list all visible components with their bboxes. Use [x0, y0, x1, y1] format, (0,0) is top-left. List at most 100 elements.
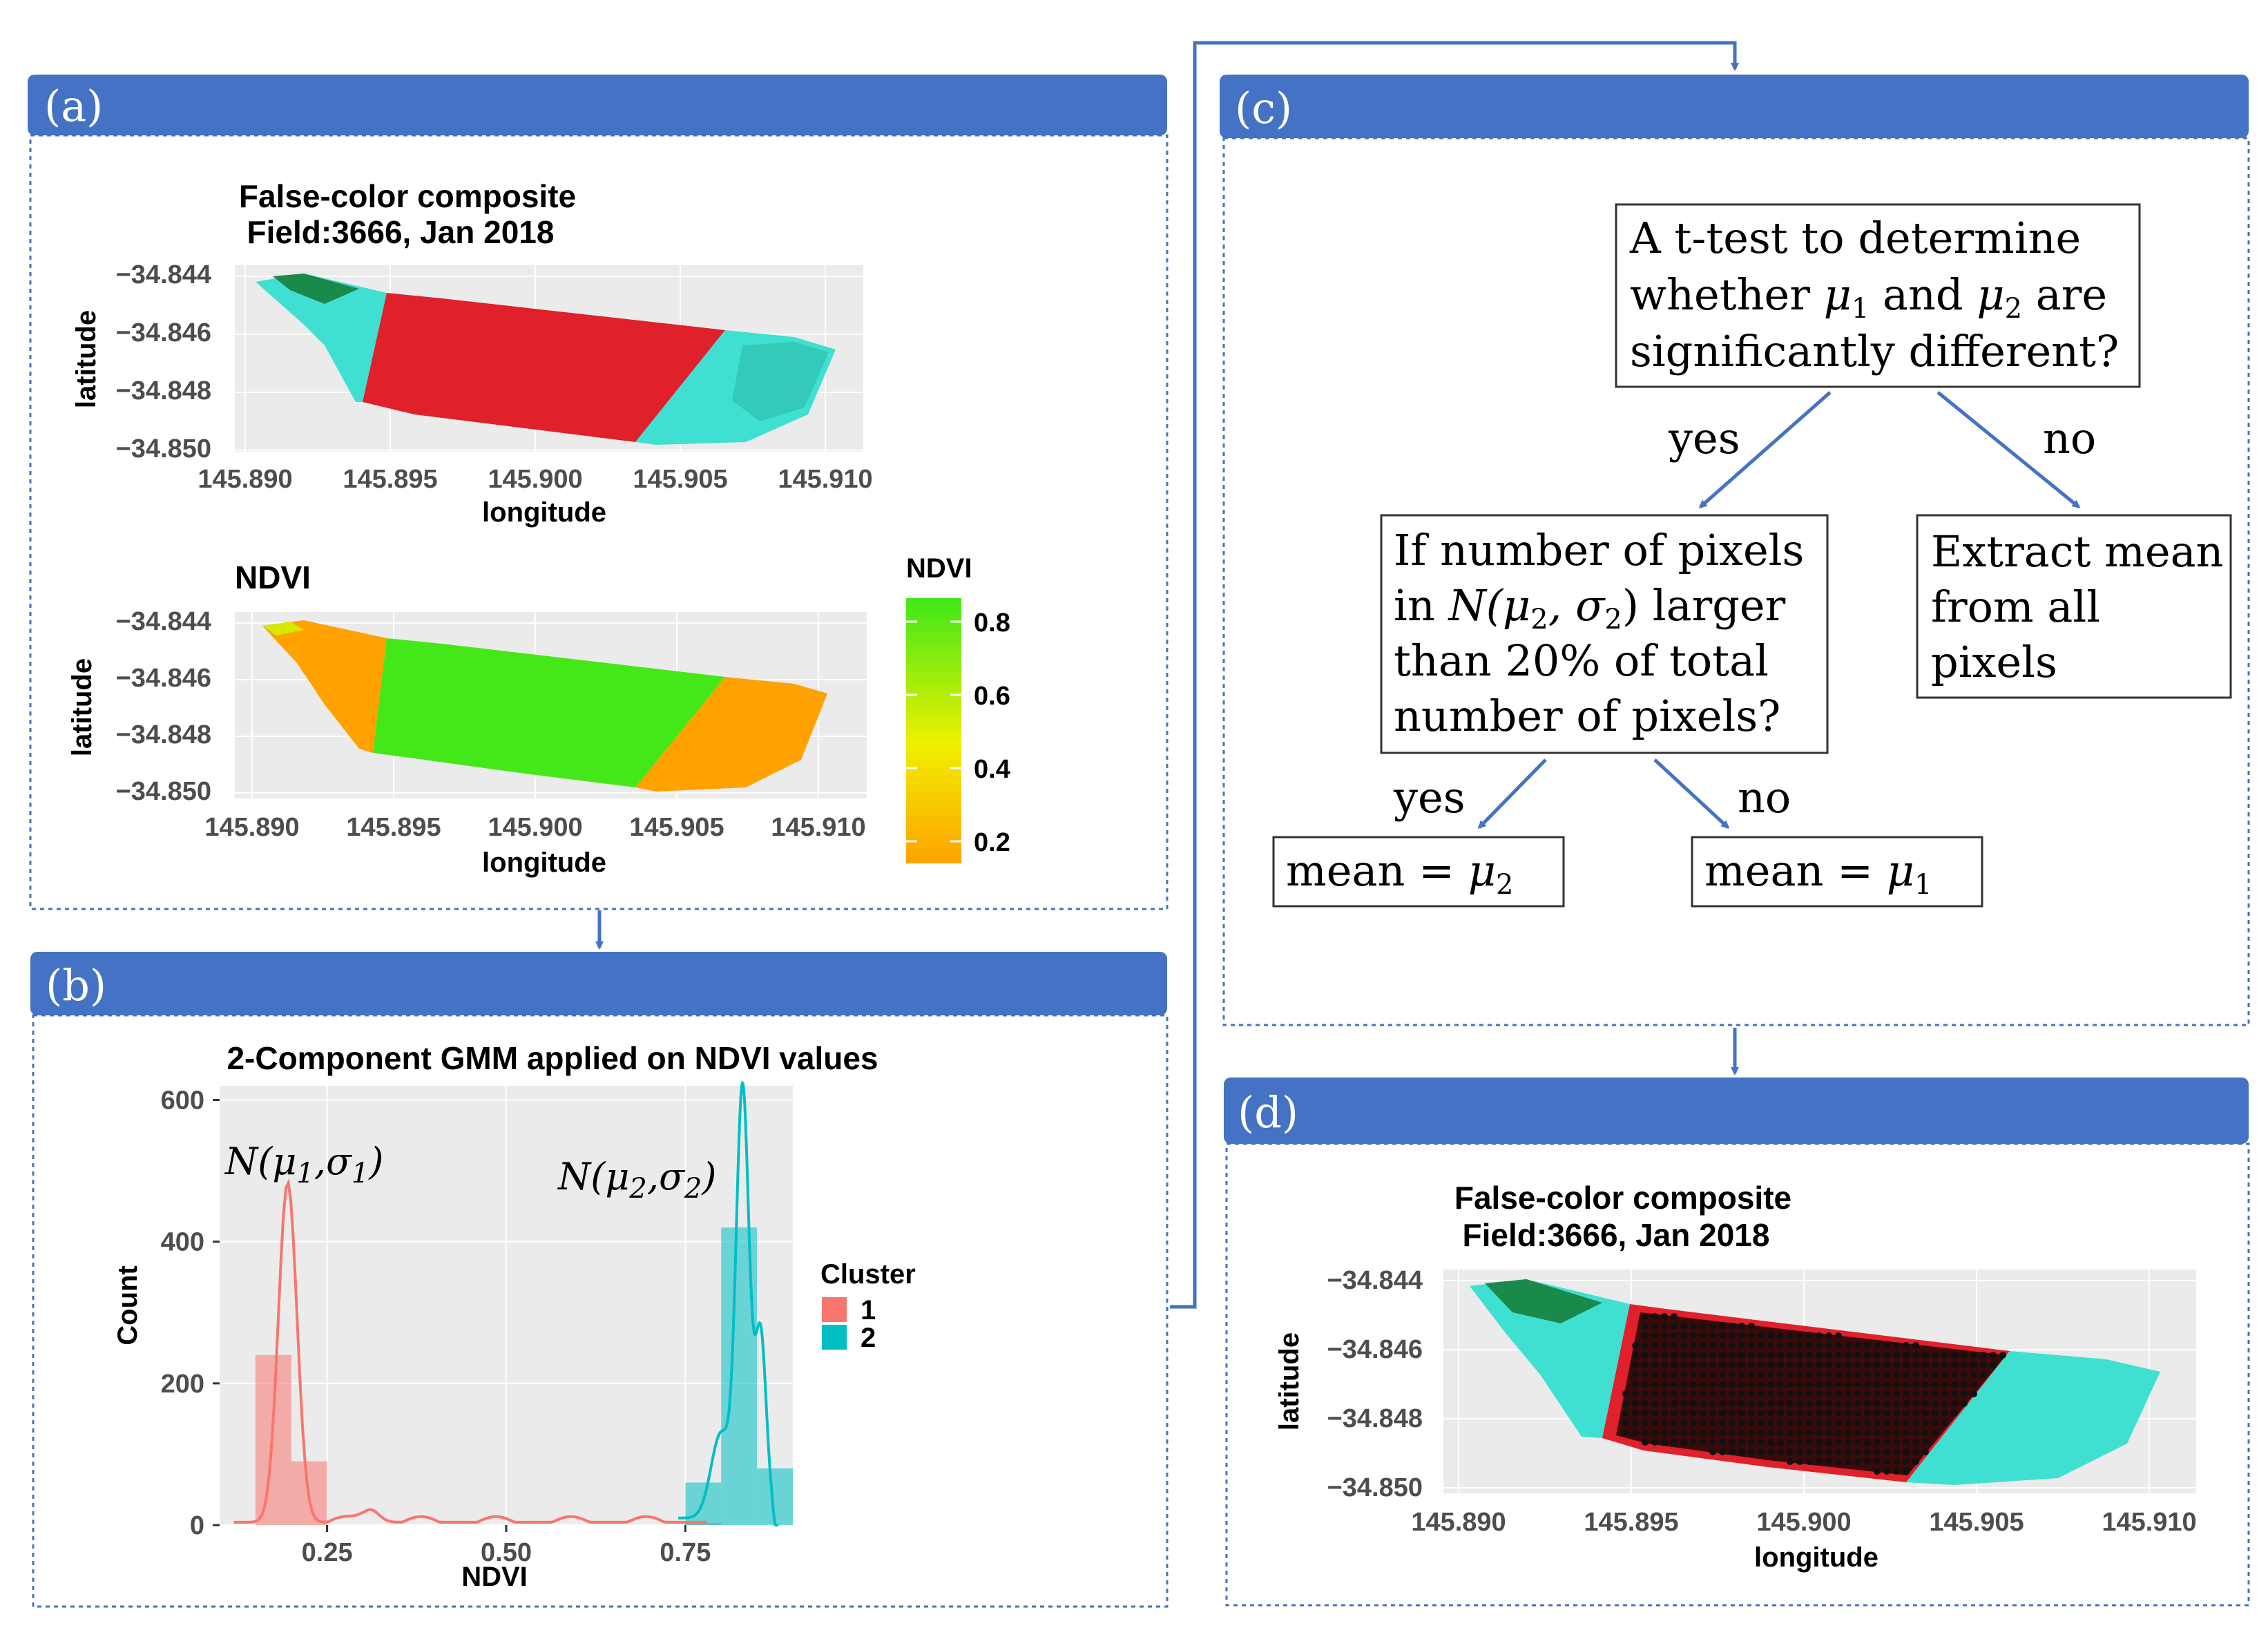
panel-a-header [28, 75, 1167, 135]
arrow-b-to-c [1170, 41, 1739, 1309]
fcc-a-ytick: −34.848 [116, 376, 211, 405]
panel-d: (d) False-color composite Field:3666, Ja… [1224, 1078, 2250, 1607]
fcc-a-xtick: 145.905 [633, 465, 727, 494]
panel-d-label: (d) [1238, 1087, 1298, 1138]
chart-xtick-label: 0.75 [660, 1538, 711, 1567]
fcc-d-xtick: 145.895 [1584, 1508, 1678, 1537]
flow-box-ttest [1615, 203, 2141, 388]
chart-legend-title: Cluster [820, 1259, 916, 1290]
panel-c-frame [1222, 137, 2250, 1026]
arrow-ttest-no [1937, 391, 2081, 508]
fcc-d-xtick: 145.910 [2102, 1508, 2196, 1537]
arrow-pixel-no [1653, 758, 1730, 830]
panel-c: (c) A t-test to determine whether μ1 and… [1220, 75, 2250, 1026]
ndvi-ylabel: latitude [67, 658, 97, 756]
extract-mean-line3: pixels [1931, 637, 2057, 687]
fcc-d-ytick: −34.850 [1327, 1473, 1423, 1502]
fcc-a-cyan-left [256, 274, 387, 402]
chart-ytick-label: 0 [190, 1511, 204, 1540]
fcc-a-green-patch [273, 274, 359, 304]
ndvi-ytick: −34.848 [116, 720, 211, 749]
label-yes-1: yes [1668, 413, 1740, 463]
fcc-a-xtick: 145.910 [778, 465, 872, 494]
fcc-d-green-patch [1485, 1279, 1602, 1323]
panel-d-frame [1225, 1142, 2250, 1607]
label-no-2: no [1738, 772, 1791, 823]
ndvi-orange-left [262, 620, 387, 753]
chart-xlabel: NDVI [461, 1562, 528, 1592]
flow-box-mean-mu2 [1272, 836, 1565, 908]
fcc-a-red-field [363, 293, 725, 442]
pixel-check-line3: than 20% of total [1394, 635, 1769, 686]
panel-b-label: (b) [46, 960, 106, 1011]
label-no-1: no [2043, 413, 2096, 463]
density-curve-cluster-2 [678, 1080, 779, 1526]
fcc-a-xtick: 145.900 [488, 465, 582, 494]
pixel-check-line4: number of pixels? [1394, 691, 1780, 741]
ndvi-legend-tick: 0.4 [974, 755, 1010, 784]
panel-c-label: (c) [1235, 83, 1292, 133]
panel-b-frame [32, 1014, 1169, 1608]
fcc-d-title-line1: False-color composite [1454, 1180, 1791, 1216]
ndvi-legend-tick: 0.2 [974, 828, 1010, 857]
ndvi-green-field [373, 638, 725, 787]
arrow-ttest-yes [1698, 391, 1832, 508]
flow-box-extract-mean [1916, 514, 2232, 699]
panel-c-header [1220, 75, 2249, 138]
chart-xtick-label: 0.50 [481, 1538, 532, 1567]
ndvi-xlabel: longitude [482, 847, 606, 878]
ndvi-orange-right [635, 677, 827, 792]
ndvi-legend-title: NDVI [906, 553, 972, 584]
label-yes-2: yes [1393, 772, 1465, 823]
pixel-check-line2: in N(μ2, σ2) larger [1394, 580, 1786, 635]
fcc-a-ytick: −34.844 [116, 260, 211, 289]
fcc-d-ytick: −34.846 [1327, 1335, 1423, 1364]
legend-label-cluster-2: 2 [861, 1323, 876, 1353]
ndvi-title: NDVI [235, 559, 311, 595]
panel-d-header [1224, 1078, 2249, 1144]
ndvi-plot: NDVI −34.844 −34.846 −34.848 −34.850 145… [67, 553, 1010, 878]
legend-swatch-cluster-1 [822, 1297, 847, 1322]
chart-ytick-label: 200 [161, 1370, 204, 1399]
chart-title: 2-Component GMM applied on NDVI values [227, 1040, 878, 1076]
fcc-plot-a: False-color composite Field:3666, Jan 20… [71, 178, 873, 528]
fcc-a-xlabel: longitude [482, 497, 606, 528]
fcc-d-ylabel: latitude [1274, 1332, 1305, 1430]
fcc-d-cyan-right [1906, 1351, 2160, 1485]
fcc-a-ytick: −34.846 [116, 318, 211, 347]
legend-label-cluster-1: 1 [861, 1295, 876, 1325]
panel-a-frame [29, 134, 1169, 910]
fcc-d-xtick: 145.905 [1929, 1508, 2024, 1537]
chart-ytick-label: 600 [161, 1086, 204, 1115]
legend-swatch-cluster-2 [822, 1325, 847, 1350]
chart-xtick-label: 0.25 [302, 1538, 353, 1567]
extract-mean-line2: from all [1931, 582, 2100, 632]
ndvi-legend-tick: 0.6 [974, 682, 1010, 711]
flow-box-mean-mu1 [1691, 836, 1983, 908]
fcc-a-title-line2: Field:3666, Jan 2018 [247, 214, 555, 250]
fcc-plot-d: False-color composite Field:3666, Jan 20… [1274, 1180, 2197, 1573]
fcc-d-ytick: −34.844 [1327, 1266, 1423, 1295]
fcc-d-ytick: −34.848 [1327, 1404, 1423, 1433]
ndvi-xtick: 145.890 [204, 813, 299, 842]
mean-mu1-text: mean = μ1 [1704, 845, 1932, 901]
pixel-check-line1: If number of pixels [1394, 525, 1804, 575]
ndvi-legend-tick: 0.8 [974, 609, 1010, 638]
chart-ytick-label: 400 [161, 1228, 204, 1257]
ndvi-xtick: 145.905 [629, 813, 724, 842]
histogram-bar-cluster-1 [255, 1354, 291, 1525]
selected-pixel-dots [1622, 1313, 2006, 1475]
fcc-d-xtick: 145.900 [1756, 1508, 1851, 1537]
extract-mean-line1: Extract mean [1931, 526, 2223, 577]
fcc-d-title-line2: Field:3666, Jan 2018 [1463, 1217, 1770, 1253]
fcc-a-xtick: 145.890 [198, 465, 292, 494]
mean-mu2-text: mean = μ2 [1286, 845, 1514, 901]
fcc-a-xtick: 145.895 [343, 465, 437, 494]
fcc-d-xtick: 145.890 [1411, 1508, 1506, 1537]
ttest-line2: whether μ1 and μ2 are [1630, 269, 2107, 325]
fcc-d-cyan-left [1470, 1279, 1630, 1438]
panel-a: (a) False-color composite Field:3666, Ja… [28, 75, 1169, 910]
ndvi-ytick: −34.844 [116, 607, 211, 636]
fcc-a-title-line1: False-color composite [239, 178, 576, 214]
